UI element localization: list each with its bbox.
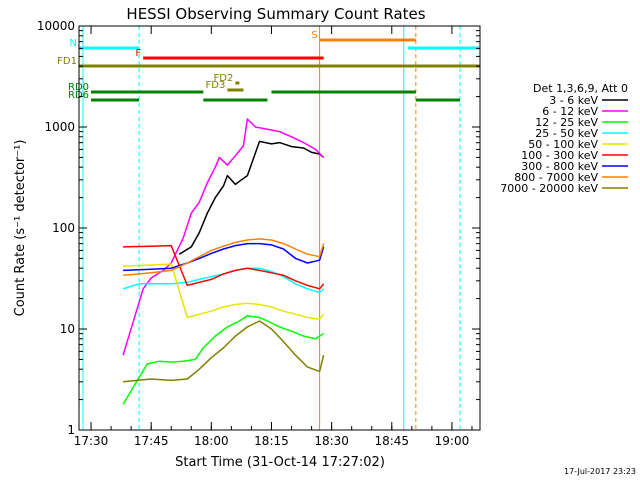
series-line-7 bbox=[123, 238, 325, 277]
y-tick-label-2: 100 bbox=[52, 221, 75, 235]
legend-title: Det 1,3,6,9, Att 0 bbox=[533, 82, 628, 95]
y-tick-label-3: 1000 bbox=[44, 120, 75, 134]
flag-label-fd3: FD3 bbox=[206, 80, 226, 91]
x-tick-label-0: 17:30 bbox=[74, 434, 109, 448]
chart-title: HESSI Observing Summary Count Rates bbox=[126, 5, 425, 23]
series-line-4 bbox=[123, 263, 325, 320]
legend-label-1: 6 - 12 keV bbox=[542, 105, 598, 118]
y-tick-label-0: 1 bbox=[67, 423, 75, 437]
flag-label-fd1: FD1 bbox=[57, 56, 77, 67]
axes: 17:30 17:45 18:00 18:15 18:30 18:45 19:00 1 10 10… bbox=[37, 19, 480, 448]
x-tick-label-1: 17:45 bbox=[134, 434, 169, 448]
flag-label-s: S bbox=[311, 30, 317, 41]
x-tick-label-5: 18:45 bbox=[374, 434, 409, 448]
y-tick-label-4: 10000 bbox=[37, 19, 75, 33]
series-line-2 bbox=[122, 315, 325, 405]
series-line-8 bbox=[123, 320, 325, 383]
flag-label-f: F bbox=[135, 48, 141, 59]
legend-label-3: 25 - 50 keV bbox=[535, 127, 598, 140]
x-tick-label-3: 18:15 bbox=[254, 434, 289, 448]
series-line-1 bbox=[122, 118, 325, 356]
flag-label-n: N bbox=[70, 38, 77, 49]
legend-label-7: 800 - 7000 keV bbox=[514, 171, 598, 184]
y-axis-label: Count Rate (s⁻¹ detector⁻¹) bbox=[13, 140, 28, 317]
legend-label-4: 50 - 100 keV bbox=[528, 138, 598, 151]
x-axis-label: Start Time (31-Oct-14 17:27:02) bbox=[175, 455, 385, 470]
legend-label-0: 3 - 6 keV bbox=[549, 94, 598, 107]
series-line-6 bbox=[123, 242, 325, 272]
x-tick-label-2: 18:00 bbox=[194, 434, 229, 448]
legend-label-2: 12 - 25 keV bbox=[535, 116, 598, 129]
legend-label-6: 300 - 800 keV bbox=[521, 160, 598, 173]
y-tick-label-1: 10 bbox=[60, 322, 75, 336]
series-line-0 bbox=[178, 140, 325, 255]
legend-label-5: 100 - 300 keV bbox=[521, 149, 598, 162]
timestamp: 17-Jul-2017 23:23 bbox=[564, 467, 636, 476]
x-tick-label-6: 19:00 bbox=[435, 434, 470, 448]
x-tick-label-4: 18:30 bbox=[314, 434, 349, 448]
legend-label-8: 7000 - 20000 keV bbox=[500, 182, 598, 195]
flag-label-fd2: FD2 bbox=[214, 73, 234, 84]
